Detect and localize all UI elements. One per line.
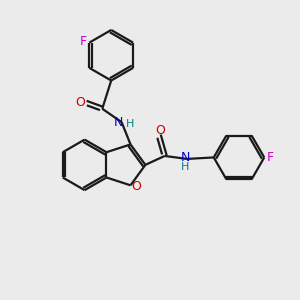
Text: O: O: [155, 124, 165, 137]
Text: N: N: [113, 116, 123, 129]
Text: H: H: [181, 162, 190, 172]
Text: H: H: [126, 118, 134, 129]
Text: O: O: [131, 180, 141, 193]
Text: N: N: [181, 151, 190, 164]
Text: F: F: [80, 34, 87, 48]
Text: F: F: [267, 151, 274, 164]
Text: O: O: [76, 96, 85, 109]
